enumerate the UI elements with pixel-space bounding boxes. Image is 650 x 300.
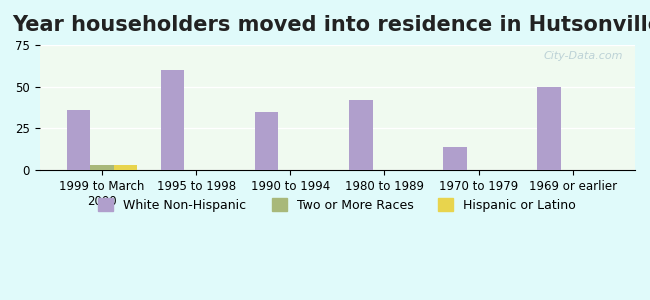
Bar xyxy=(349,100,372,170)
Bar xyxy=(90,165,114,170)
Bar xyxy=(255,112,278,170)
Bar xyxy=(538,87,561,170)
Title: Year householders moved into residence in Hutsonville: Year householders moved into residence i… xyxy=(12,15,650,35)
Bar xyxy=(161,70,185,170)
Text: City-Data.com: City-Data.com xyxy=(543,51,623,61)
Bar xyxy=(67,110,90,170)
Bar xyxy=(114,165,137,170)
Bar xyxy=(443,147,467,170)
Legend: White Non-Hispanic, Two or More Races, Hispanic or Latino: White Non-Hispanic, Two or More Races, H… xyxy=(94,193,581,217)
